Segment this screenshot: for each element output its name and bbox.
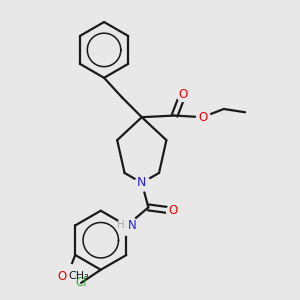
Text: Cl: Cl xyxy=(75,276,87,290)
Text: N: N xyxy=(137,176,146,189)
Text: CH₃: CH₃ xyxy=(69,271,89,281)
Text: O: O xyxy=(58,270,67,283)
Text: O: O xyxy=(168,204,178,217)
Text: N: N xyxy=(128,219,136,232)
Text: O: O xyxy=(178,88,188,101)
Text: H: H xyxy=(117,220,124,230)
Text: O: O xyxy=(198,111,207,124)
